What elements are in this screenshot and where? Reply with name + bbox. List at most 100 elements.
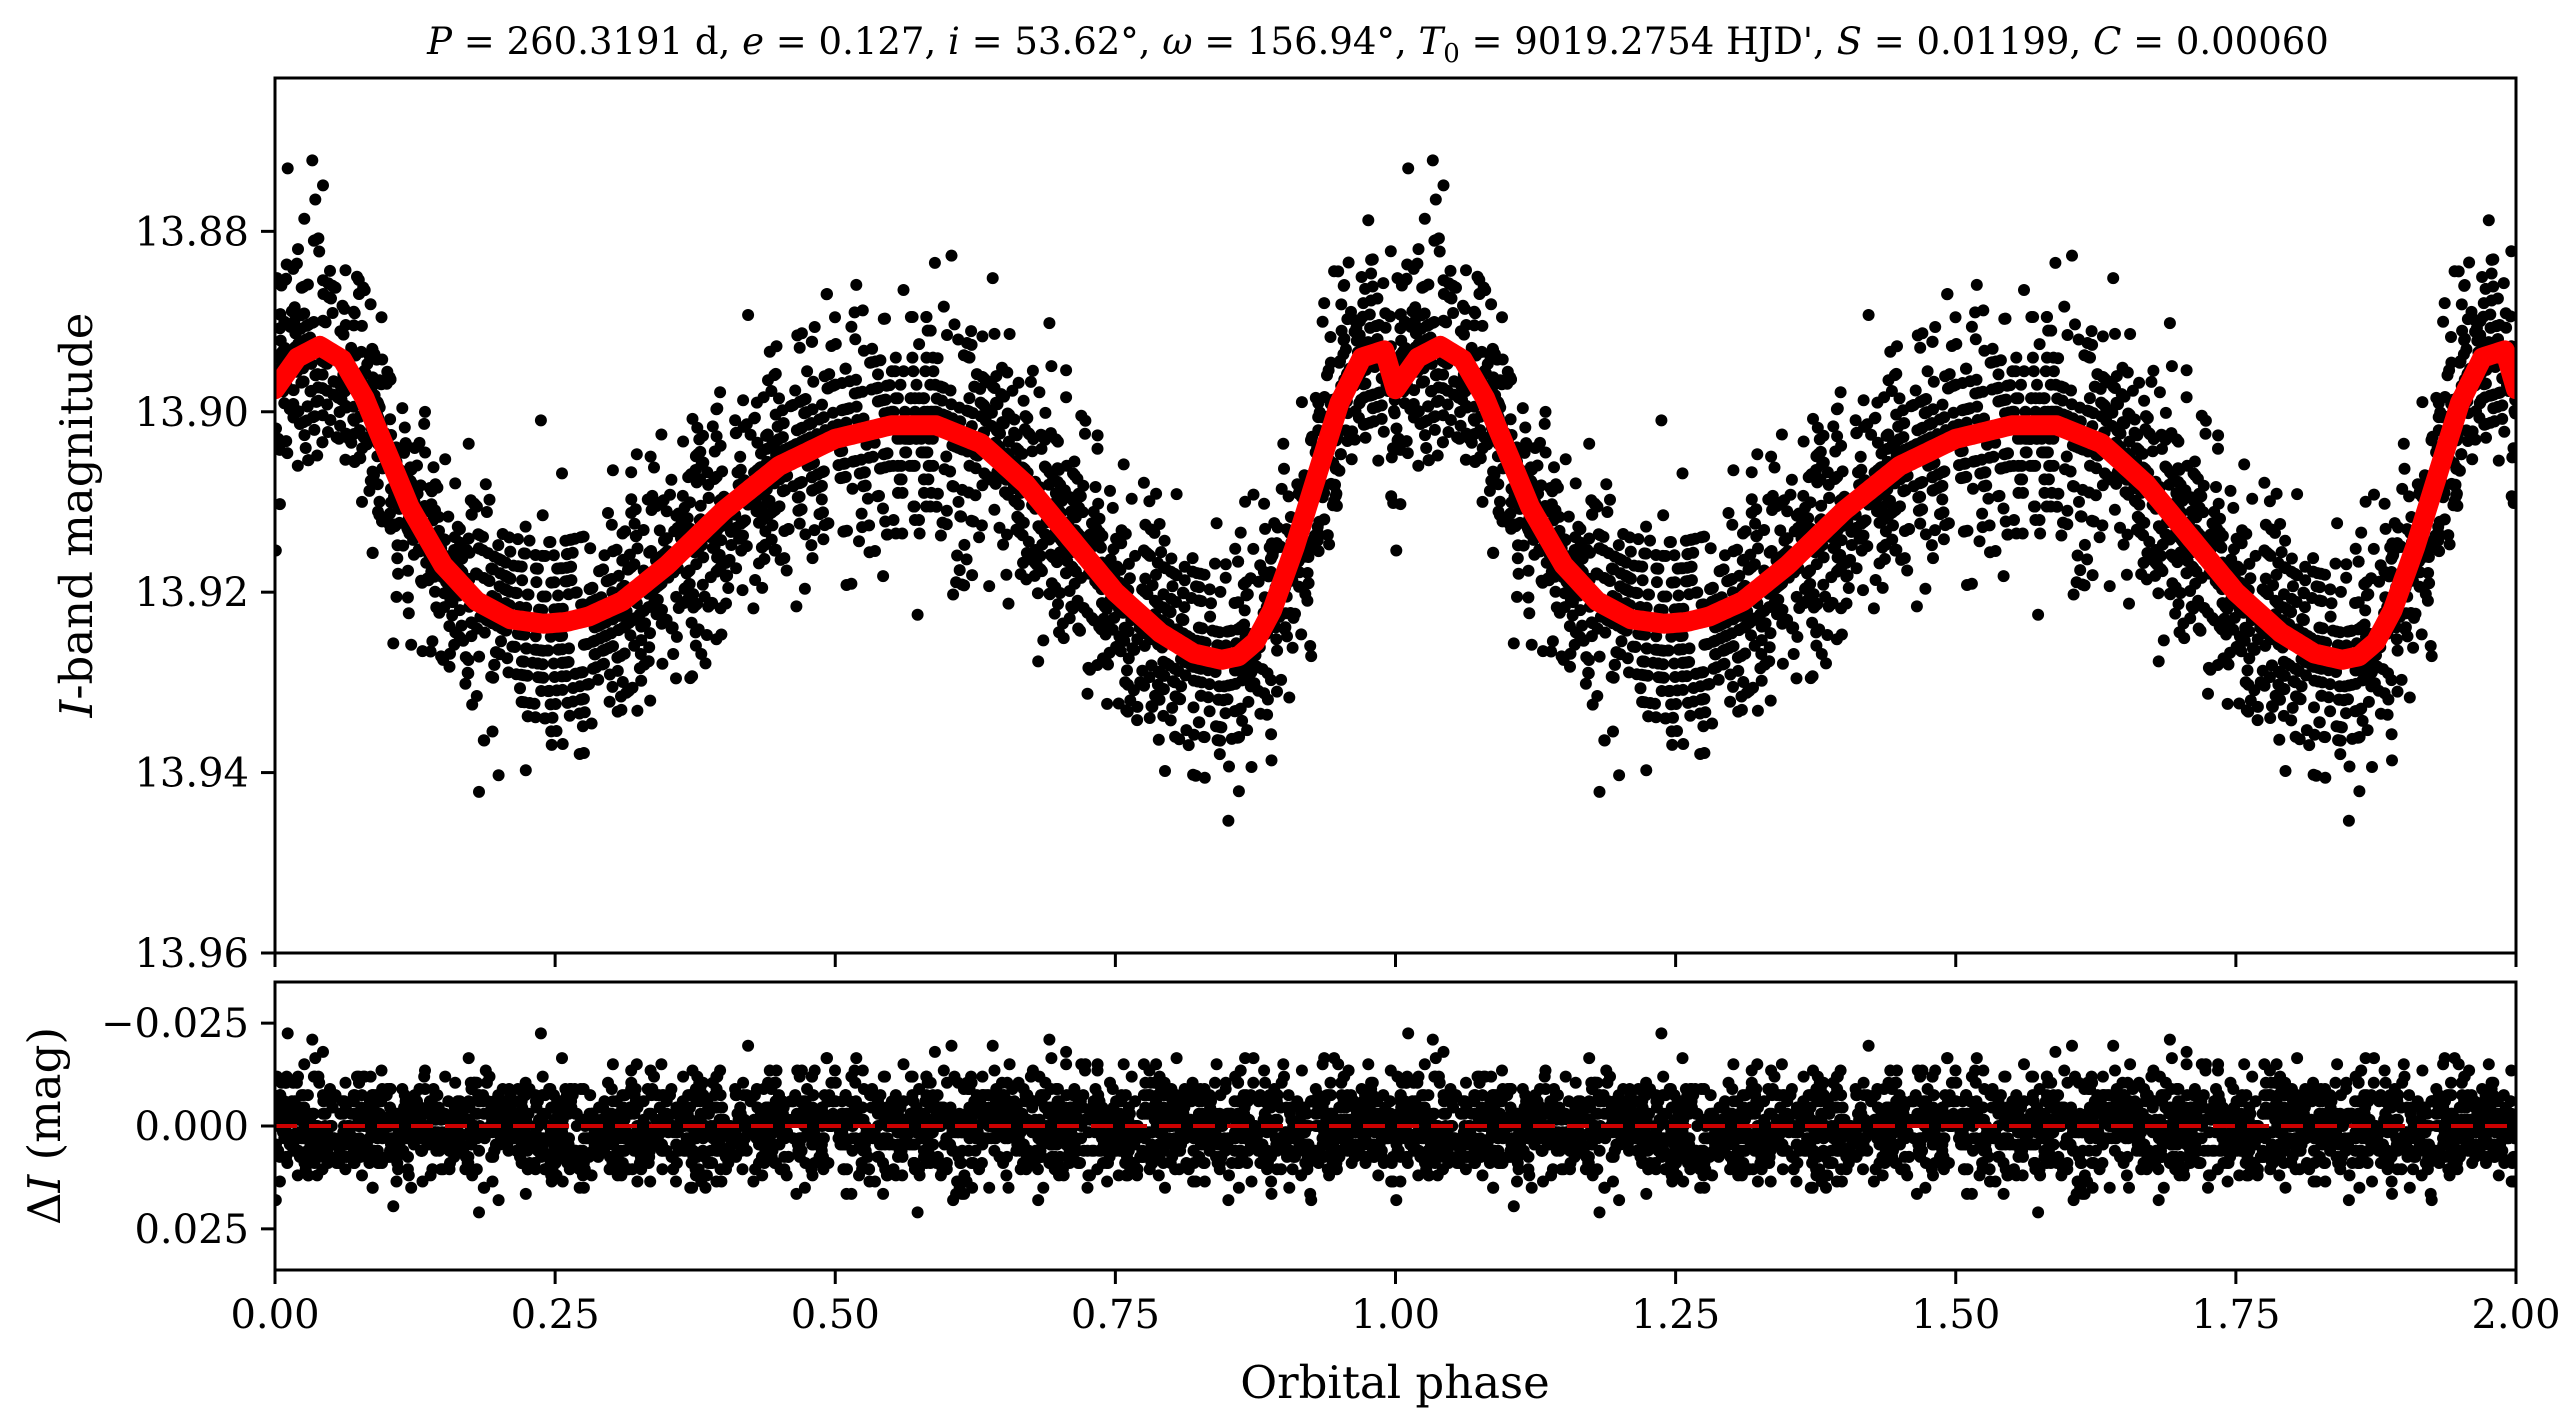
observation-point bbox=[1008, 494, 1021, 507]
observation-point bbox=[737, 394, 750, 407]
observation-point bbox=[2027, 459, 2039, 472]
observation-point bbox=[872, 368, 884, 381]
observation-point bbox=[2352, 555, 2365, 568]
observation-point bbox=[817, 411, 830, 424]
observation-point bbox=[689, 639, 702, 652]
observation-point bbox=[1745, 629, 1757, 642]
observation-point bbox=[521, 588, 534, 601]
observation-point bbox=[317, 179, 329, 192]
observation-point bbox=[1745, 493, 1758, 506]
observation-point bbox=[776, 404, 789, 417]
observation-point bbox=[449, 477, 462, 490]
observation-point bbox=[1460, 264, 1472, 277]
observation-point bbox=[1911, 424, 1924, 437]
observation-point bbox=[940, 518, 953, 531]
observation-point bbox=[1302, 577, 1315, 590]
observation-point bbox=[1787, 648, 1800, 660]
observation-point bbox=[953, 564, 966, 577]
observation-point bbox=[566, 546, 579, 559]
observation-point bbox=[373, 495, 386, 508]
observation-point bbox=[660, 505, 673, 518]
observation-point bbox=[2360, 576, 2373, 589]
observation-point bbox=[951, 549, 964, 562]
observation-point bbox=[602, 507, 614, 519]
observation-point bbox=[549, 698, 562, 710]
observation-point bbox=[2491, 400, 2504, 413]
observation-point bbox=[1238, 618, 1251, 631]
observation-point bbox=[968, 380, 981, 393]
observation-point bbox=[401, 591, 414, 604]
observation-point bbox=[428, 570, 441, 583]
observation-point bbox=[2285, 552, 2298, 565]
observation-point bbox=[1232, 555, 1245, 568]
observation-point bbox=[2073, 495, 2085, 508]
observation-point bbox=[2040, 500, 2053, 513]
observation-point bbox=[1823, 492, 1836, 504]
observation-point bbox=[1277, 437, 1290, 450]
observation-point bbox=[2044, 378, 2057, 391]
observation-point bbox=[1421, 414, 1434, 427]
observation-point bbox=[927, 365, 940, 378]
observation-point bbox=[1494, 495, 1506, 508]
observation-point bbox=[2265, 659, 2278, 672]
observation-point bbox=[2398, 462, 2411, 475]
observation-point bbox=[1166, 701, 1179, 714]
observation-point bbox=[306, 154, 319, 167]
observation-point bbox=[516, 574, 529, 587]
observation-point bbox=[1717, 563, 1730, 576]
observation-point bbox=[1598, 734, 1611, 747]
observation-point bbox=[302, 454, 315, 467]
observation-point bbox=[648, 461, 660, 474]
observation-point bbox=[1914, 395, 1927, 408]
observation-point bbox=[1221, 693, 1234, 706]
observation-point bbox=[846, 482, 859, 495]
observation-point bbox=[1898, 552, 1911, 565]
observation-point bbox=[1982, 492, 1995, 505]
observation-point bbox=[1240, 576, 1253, 589]
observation-point bbox=[1640, 520, 1653, 533]
observation-point bbox=[893, 473, 906, 486]
observation-point bbox=[2015, 378, 2027, 391]
observation-point bbox=[2386, 754, 2398, 767]
observation-point bbox=[2319, 568, 2331, 581]
observation-point bbox=[2425, 650, 2438, 663]
observation-point bbox=[1720, 629, 1733, 642]
observation-point bbox=[275, 308, 287, 321]
observation-point bbox=[725, 539, 738, 551]
observation-point bbox=[1003, 328, 1016, 340]
observation-point bbox=[1608, 658, 1621, 671]
observation-point bbox=[1704, 542, 1717, 555]
observation-point bbox=[937, 381, 950, 394]
observation-point bbox=[1213, 748, 1226, 761]
observation-point bbox=[761, 428, 774, 441]
observation-point bbox=[913, 527, 926, 540]
observation-point bbox=[1621, 571, 1634, 583]
observation-point bbox=[2324, 610, 2337, 623]
observation-point bbox=[690, 598, 703, 611]
observation-point bbox=[1072, 487, 1085, 500]
observation-point bbox=[556, 738, 569, 750]
observation-point bbox=[1634, 682, 1647, 695]
observation-point bbox=[1950, 338, 1963, 350]
observation-point bbox=[2153, 386, 2166, 399]
observation-point bbox=[1797, 489, 1810, 502]
observation-point bbox=[388, 519, 401, 532]
observation-point bbox=[1231, 731, 1244, 744]
observation-point bbox=[2485, 253, 2498, 266]
observation-point bbox=[1106, 501, 1119, 514]
observation-point bbox=[920, 351, 933, 364]
observation-point bbox=[1650, 576, 1663, 589]
observation-point bbox=[904, 311, 917, 323]
observation-point bbox=[2224, 484, 2237, 497]
observation-point bbox=[2391, 685, 2404, 698]
observation-point bbox=[2319, 771, 2332, 784]
title-S-symbol: S bbox=[1837, 20, 1862, 63]
observation-point bbox=[1100, 656, 1113, 669]
observation-point bbox=[1082, 661, 1095, 674]
observation-point bbox=[936, 394, 948, 407]
observation-point bbox=[2143, 427, 2156, 440]
observation-point bbox=[1391, 434, 1404, 447]
observation-point bbox=[1739, 647, 1751, 660]
observation-point bbox=[1496, 353, 1509, 366]
observation-point bbox=[915, 446, 928, 459]
